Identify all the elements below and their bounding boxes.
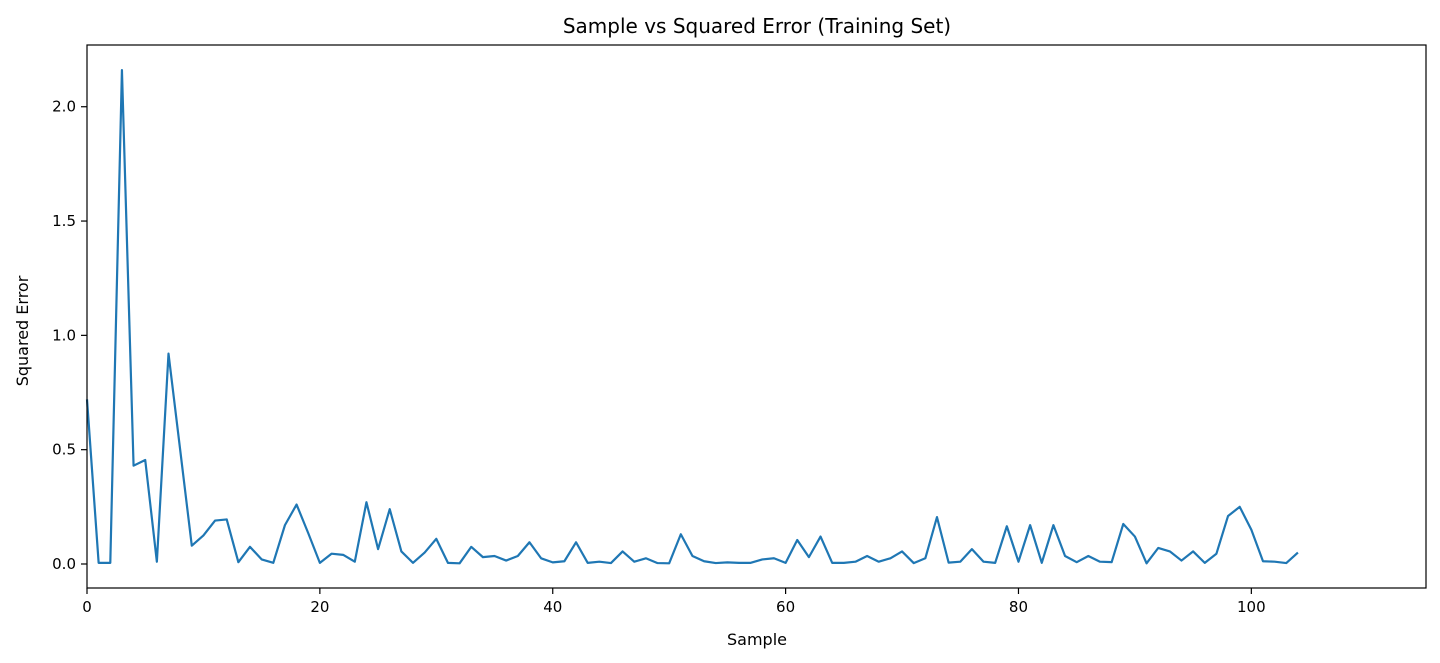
y-tick-label: 0.5	[52, 441, 76, 459]
y-tick-label: 2.0	[52, 98, 76, 116]
y-tick-label: 1.0	[52, 326, 76, 344]
chart-title: Sample vs Squared Error (Training Set)	[563, 14, 951, 38]
x-tick-label: 60	[776, 598, 795, 616]
y-axis-label: Squared Error	[13, 275, 32, 386]
y-tick-label: 1.5	[52, 212, 76, 230]
x-tick-label: 0	[82, 598, 92, 616]
x-axis-label: Sample	[727, 630, 787, 649]
x-tick-label: 20	[310, 598, 329, 616]
x-tick-label: 100	[1237, 598, 1266, 616]
plot-frame	[86, 44, 1427, 589]
x-tick-label: 80	[1009, 598, 1028, 616]
x-axis: 0 20 40 60 80 100	[82, 588, 1266, 616]
series-line-squared-error	[85, 69, 1299, 565]
x-tick-label: 40	[543, 598, 562, 616]
y-tick-label: 0.0	[52, 555, 76, 573]
y-axis: 0.0 0.5 1.0 1.5 2.0	[52, 98, 87, 573]
